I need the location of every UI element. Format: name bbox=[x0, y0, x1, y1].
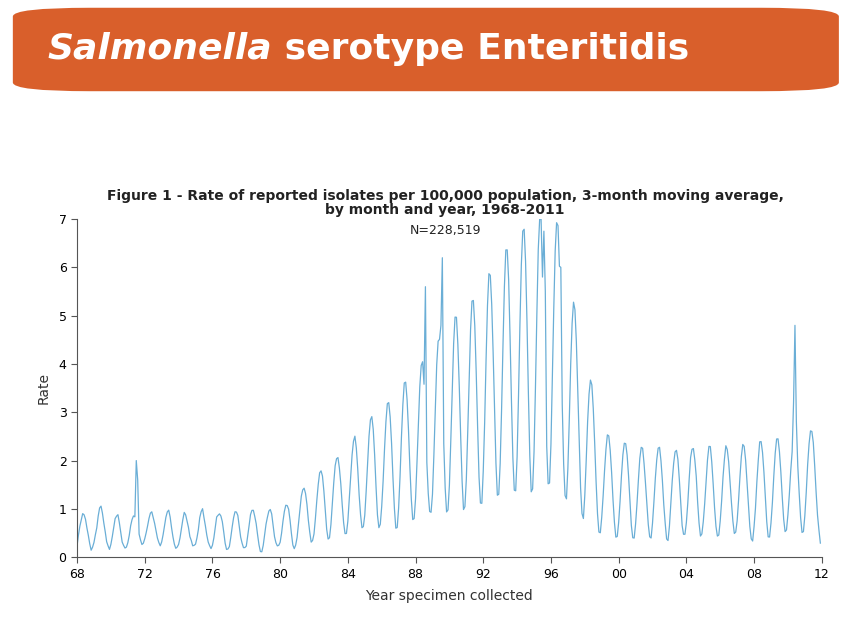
Text: serotype Enteritidis: serotype Enteritidis bbox=[271, 31, 689, 66]
Text: N=228,519: N=228,519 bbox=[409, 223, 481, 237]
Text: Figure 1 - Rate of reported isolates per 100,000 population, 3-month moving aver: Figure 1 - Rate of reported isolates per… bbox=[107, 190, 783, 203]
FancyBboxPatch shape bbox=[13, 8, 839, 91]
Y-axis label: Rate: Rate bbox=[36, 372, 51, 404]
Text: by month and year, 1968-2011: by month and year, 1968-2011 bbox=[325, 203, 565, 217]
X-axis label: Year specimen collected: Year specimen collected bbox=[366, 589, 533, 603]
Text: Salmonella: Salmonella bbox=[47, 31, 271, 66]
